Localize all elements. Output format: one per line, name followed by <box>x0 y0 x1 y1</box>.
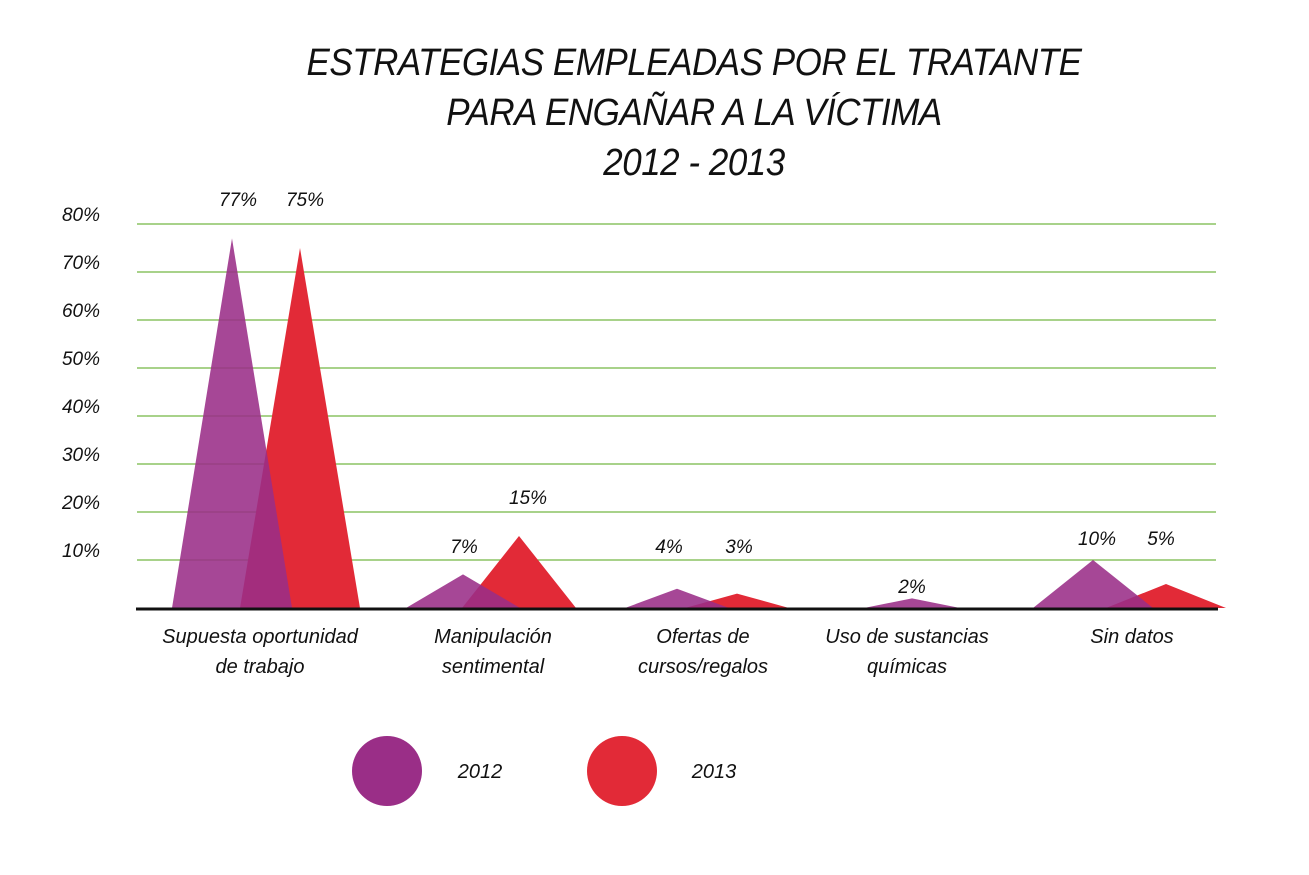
x-tick-label: Sin datos <box>1090 626 1173 648</box>
x-tick-label: sentimental <box>442 656 545 678</box>
y-tick-label: 30% <box>62 445 100 466</box>
y-tick-label: 40% <box>62 397 100 418</box>
chart-title-line-3: 2012 - 2013 <box>603 142 785 184</box>
peak-2012-0 <box>172 238 292 608</box>
peak-2012-2 <box>625 588 729 608</box>
y-tick-label: 80% <box>62 205 100 226</box>
data-label-2012-3: 2% <box>897 577 926 598</box>
y-tick-label: 70% <box>62 253 100 274</box>
data-label-2012-4: 10% <box>1078 529 1116 550</box>
x-tick-label: químicas <box>867 656 947 678</box>
x-axis-labels: Supuesta oportunidad de trabajo Manipulaci… <box>162 626 1174 678</box>
legend-swatch-2012 <box>352 736 422 806</box>
data-label-2013-1: 15% <box>509 488 547 509</box>
y-axis-ticks: 10% 20% 30% 40% 50% 60% 70% 80% <box>61 205 100 562</box>
x-tick-label: Uso de sustancias <box>825 626 988 648</box>
data-label-2012-1: 7% <box>450 537 478 558</box>
chart-title-line-2: PARA ENGAÑAR A LA VÍCTIMA <box>446 92 942 134</box>
x-tick-label: Supuesta oportunidad <box>162 626 359 648</box>
peak-2012-4 <box>1033 560 1153 608</box>
chart-title-line-1: ESTRATEGIAS EMPLEADAS POR EL TRATANTE <box>306 42 1082 84</box>
y-tick-label: 60% <box>62 301 100 322</box>
legend-label-2013: 2013 <box>691 761 737 783</box>
y-tick-label: 20% <box>61 493 100 514</box>
data-label-2012-2: 4% <box>655 537 683 558</box>
x-tick-label: cursos/regalos <box>638 656 768 678</box>
y-tick-label: 50% <box>62 349 100 370</box>
data-label-2012-0: 77% <box>219 190 257 211</box>
data-label-2013-4: 5% <box>1147 529 1175 550</box>
y-tick-label: 10% <box>62 541 100 562</box>
legend-swatch-2013 <box>587 736 657 806</box>
series-marks <box>172 238 1226 608</box>
legend: 2012 2013 <box>352 736 736 806</box>
peak-2013-1 <box>462 536 576 608</box>
legend-label-2012: 2012 <box>457 761 503 783</box>
x-tick-label: Ofertas de <box>656 626 749 648</box>
x-tick-label: de trabajo <box>216 656 305 678</box>
data-labels: 77% 7% 4% 2% 10% 75% 15% 3% 5% <box>219 190 1175 598</box>
x-tick-label: Manipulación <box>434 626 552 648</box>
data-label-2013-0: 75% <box>286 190 324 211</box>
peak-2012-3 <box>864 598 960 608</box>
data-label-2013-2: 3% <box>725 537 753 558</box>
peak-2012-1 <box>406 574 520 608</box>
